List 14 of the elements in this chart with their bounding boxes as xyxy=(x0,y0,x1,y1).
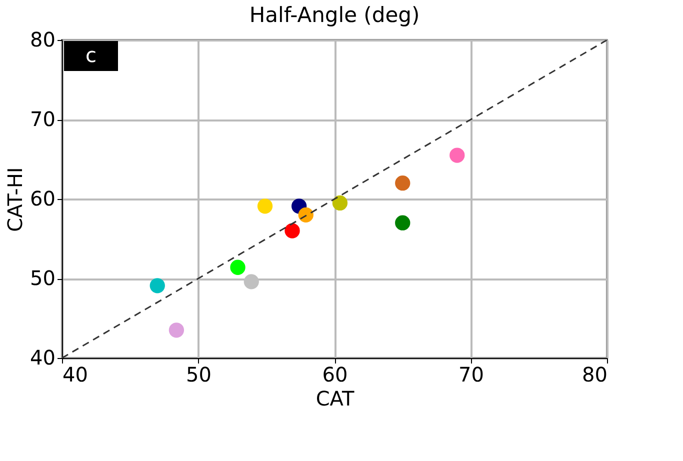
y-tick-label: 80 xyxy=(30,28,56,52)
y-axis-title: CAT-HI xyxy=(3,167,28,232)
y-tick-label: 50 xyxy=(30,266,56,290)
x-tick-label: 50 xyxy=(186,362,212,386)
x-tick-label: 40 xyxy=(62,362,88,386)
x-tick-label: 70 xyxy=(458,362,484,386)
x-tick-label: 80 xyxy=(582,362,608,386)
y-tick-label: 40 xyxy=(30,346,56,370)
y-tick-label: 70 xyxy=(30,107,56,131)
x-tick-label: 60 xyxy=(322,362,348,386)
chart-title: Half-Angle (deg) xyxy=(249,3,420,27)
annotation: c xyxy=(86,43,96,67)
y-tick-label: 60 xyxy=(30,186,56,210)
x-axis-title: CAT xyxy=(316,386,355,410)
